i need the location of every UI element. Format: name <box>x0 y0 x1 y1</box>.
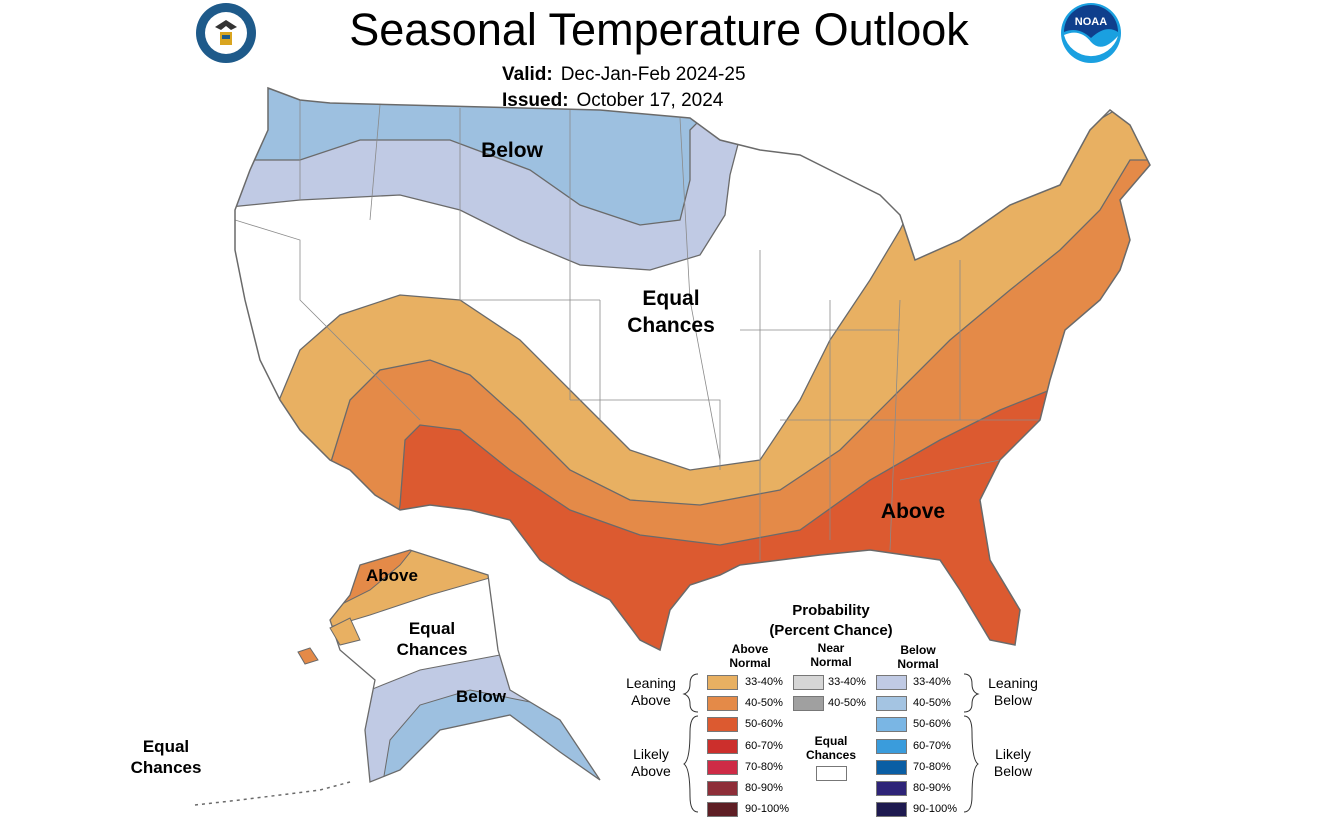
brace-above <box>682 673 699 813</box>
header-line: Normal <box>729 656 771 670</box>
issued-label: Issued: <box>502 90 569 111</box>
brace-below <box>963 673 980 813</box>
side-line: Below <box>993 763 1033 779</box>
valid-label: Valid: <box>502 64 553 85</box>
label-conus-equal-chances: Equal Chances <box>627 285 715 339</box>
label-line: Equal <box>642 287 700 310</box>
above-swatch-2 <box>707 717 738 732</box>
below-swatch-5 <box>876 781 907 796</box>
label-line: Chances <box>396 640 468 659</box>
label-conus-above: Above <box>880 500 946 523</box>
near-range-label: 33-40% <box>828 676 866 688</box>
header-line: Above <box>731 642 769 656</box>
equal-chances-swatch <box>816 766 847 781</box>
svg-text:NOAA: NOAA <box>1075 16 1107 28</box>
label-conus-below: Below <box>481 139 543 162</box>
above-swatch-3 <box>707 739 738 754</box>
side-line: Above <box>631 692 671 708</box>
label-line: Chances <box>627 314 715 337</box>
side-line: Leaning <box>626 675 676 691</box>
side-line: Below <box>993 692 1033 708</box>
label-line: Chances <box>130 758 202 777</box>
valid-value: Dec-Jan-Feb 2024-25 <box>560 64 746 85</box>
above-range-label: 50-60% <box>745 718 783 730</box>
above-swatch-5 <box>707 781 738 796</box>
header-line: Normal <box>897 657 939 671</box>
near-swatch-1 <box>793 696 824 711</box>
near-normal-header: Near Normal <box>810 641 851 669</box>
below-swatch-3 <box>876 739 907 754</box>
legend-title: Probability (Percent Chance) <box>769 601 892 641</box>
leaning-below-label: Leaning Below <box>988 675 1038 709</box>
below-normal-header: Below Normal <box>897 643 938 671</box>
side-line: Above <box>631 763 671 779</box>
near-swatch-0 <box>793 675 824 690</box>
legend-title-line: (Percent Chance) <box>769 622 893 639</box>
valid-line: Valid: Dec-Jan-Feb 2024-25 <box>502 64 746 86</box>
equal-chances-legend-label: Equal Chances <box>806 734 856 762</box>
page-title: Seasonal Temperature Outlook <box>349 4 969 55</box>
side-line: Likely <box>995 746 1031 762</box>
noaa-logo: NOAA <box>1061 3 1121 63</box>
state-borders <box>235 100 1040 560</box>
leaning-above-label: Leaning Above <box>626 675 676 709</box>
above-normal-header: Above Normal <box>729 642 770 670</box>
below-swatch-1 <box>876 696 907 711</box>
near-range-label: 40-50% <box>828 697 866 709</box>
equal-line: Equal <box>814 734 848 748</box>
below-swatch-6 <box>876 802 907 817</box>
issued-line: Issued: October 17, 2024 <box>502 90 723 112</box>
label-line: Equal <box>142 737 190 756</box>
above-range-label: 60-70% <box>745 740 783 752</box>
below-range-label: 33-40% <box>913 676 951 688</box>
side-line: Likely <box>633 746 669 762</box>
below-range-label: 60-70% <box>913 740 951 752</box>
below-range-label: 90-100% <box>913 803 958 815</box>
legend-title-line: Probability <box>792 602 870 619</box>
above-swatch-4 <box>707 760 738 775</box>
likely-above-label: Likely Above <box>631 746 671 780</box>
below-range-label: 50-60% <box>913 718 951 730</box>
above-range-label: 80-90% <box>745 782 783 794</box>
side-line: Leaning <box>988 675 1038 691</box>
header-line: Normal <box>810 655 852 669</box>
label-hi-equal-chances: Equal Chances <box>131 736 202 778</box>
likely-below-label: Likely Below <box>994 746 1032 780</box>
above-range-label: 33-40% <box>745 676 783 688</box>
below-swatch-4 <box>876 760 907 775</box>
header-line: Near <box>817 641 845 655</box>
below-swatch-0 <box>876 675 907 690</box>
above-range-label: 40-50% <box>745 697 783 709</box>
equal-line: Chances <box>805 748 857 762</box>
header-line: Below <box>900 643 936 657</box>
below-swatch-2 <box>876 717 907 732</box>
below-range-label: 70-80% <box>913 761 951 773</box>
label-line: Equal <box>408 619 456 638</box>
issued-value: October 17, 2024 <box>576 90 724 111</box>
label-ak-equal-chances: Equal Chances <box>397 618 468 660</box>
above-swatch-0 <box>707 675 738 690</box>
below-range-label: 80-90% <box>913 782 951 794</box>
label-ak-above: Above <box>366 566 418 585</box>
above-range-label: 70-80% <box>745 761 783 773</box>
above-swatch-6 <box>707 802 738 817</box>
below-range-label: 40-50% <box>913 697 951 709</box>
commerce-seal-logo <box>196 3 256 63</box>
above-range-label: 90-100% <box>745 803 790 815</box>
above-swatch-1 <box>707 696 738 711</box>
label-ak-below: Below <box>455 687 507 706</box>
